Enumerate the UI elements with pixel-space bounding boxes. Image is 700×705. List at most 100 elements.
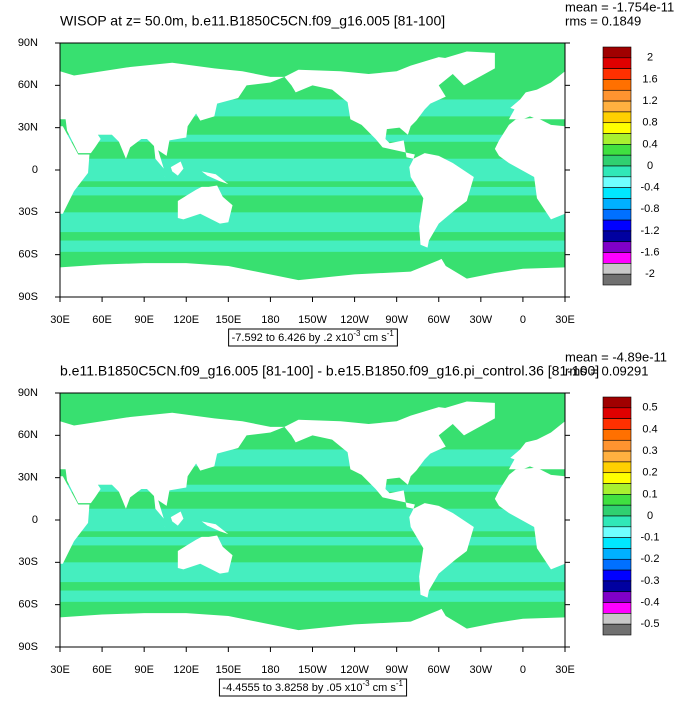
lat-label: 60S [18, 249, 38, 261]
colorbar-box [602, 89, 632, 102]
info-box: -4.4555 to 3.8258 by .05 x10-3 cm s-1 [218, 678, 408, 697]
lon-label: 60W [427, 664, 450, 676]
lon-label: 0 [520, 314, 526, 326]
lat-label: 90N [18, 37, 38, 49]
ocean-band [60, 508, 565, 532]
lon-label: 180 [261, 314, 279, 326]
lon-label: 120E [173, 664, 199, 676]
lon-label: 60W [427, 314, 450, 326]
land [60, 258, 565, 297]
colorbar-box [602, 558, 632, 571]
map [60, 393, 565, 647]
colorbar-box [602, 439, 632, 452]
land [177, 185, 233, 224]
land [60, 476, 90, 564]
colorbar-box [602, 252, 632, 264]
colorbar-box [602, 450, 632, 463]
ocean-band [60, 212, 565, 233]
colorbar-label: 0.3 [642, 445, 657, 457]
info-range: -4.4555 to 3.8258 by .05 x10 [222, 682, 362, 694]
colorbar-box [602, 273, 632, 286]
colorbar-box [602, 504, 632, 517]
colorbar-box [602, 407, 632, 419]
colorbar-box [602, 198, 632, 210]
colorbar-box [602, 187, 632, 199]
lon-label: 120W [340, 314, 369, 326]
colorbar-box [602, 111, 632, 124]
colorbar-box [602, 263, 632, 275]
colorbar-label: 1.6 [642, 73, 657, 85]
info-frame [218, 678, 408, 697]
lat-label: 60S [18, 599, 38, 611]
land [508, 421, 565, 470]
lat-label: 60N [18, 79, 38, 91]
land [201, 521, 229, 535]
land [284, 407, 460, 509]
panel-title: WISOP at z= 50.0m, b.e11.B1850C5CN.f09_g… [60, 13, 445, 29]
colorbar-label: -0.4 [641, 596, 660, 608]
colorbar-label: 0.4 [642, 138, 657, 150]
ocean-band [60, 186, 565, 196]
colorbar-label: 0.2 [642, 467, 657, 479]
lon-label: 30E [50, 314, 70, 326]
ocean-band [60, 134, 565, 142]
info-range: -7.592 to 6.426 by .2 x10 [232, 332, 354, 344]
lon-label: 30E [555, 664, 575, 676]
colorbar-box [602, 79, 632, 91]
colorbar-box [602, 154, 632, 167]
lon-label: 90W [385, 664, 408, 676]
colorbar-box [602, 569, 632, 582]
lon-label: 120W [340, 664, 369, 676]
land [60, 608, 565, 647]
lon-label: 150E [215, 664, 241, 676]
info-unit: cm s [370, 682, 397, 694]
colorbar-box [602, 515, 632, 528]
colorbar-box [602, 219, 632, 232]
colorbar-box [602, 68, 632, 80]
lon-label: 30E [50, 664, 70, 676]
lon-label: 0 [520, 664, 526, 676]
land [409, 503, 474, 598]
lat-label: 30S [18, 556, 38, 568]
land [438, 51, 495, 86]
ocean-band [60, 536, 565, 546]
map [60, 43, 565, 297]
land [284, 57, 460, 159]
info-text: -4.4555 to 3.8258 by .05 x10-3 cm s-1 [222, 679, 403, 694]
land [60, 62, 285, 169]
info-exp: -3 [353, 329, 361, 338]
info-unit: cm s [360, 332, 387, 344]
lat-label: 0 [32, 164, 38, 176]
lon-label: 60E [92, 664, 112, 676]
land [201, 171, 229, 185]
lon-label: 150E [215, 314, 241, 326]
lat-label: 60N [18, 429, 38, 441]
info-box: -7.592 to 6.426 by .2 x10-3 cm s-1 [228, 328, 398, 347]
ocean-band [60, 158, 565, 182]
colorbar-box [602, 57, 632, 69]
lon-label: 30W [470, 664, 493, 676]
lon-label: 30W [470, 314, 493, 326]
ocean-band [60, 484, 565, 492]
info-exp: -3 [362, 679, 370, 688]
colorbar-label: -2 [645, 268, 655, 280]
colorbar-label: 0.4 [642, 423, 657, 435]
info-unit-exp: -1 [387, 329, 395, 338]
colorbar-box [602, 623, 632, 636]
colorbar-box [602, 241, 632, 253]
colorbar-box [602, 461, 632, 474]
colorbar-box [602, 613, 632, 625]
colorbar-label: -0.3 [641, 575, 660, 587]
colorbar-box [602, 537, 632, 549]
colorbar-label: 1.2 [642, 95, 657, 107]
ocean-band [60, 240, 565, 252]
lat-label: 30N [18, 472, 38, 484]
land [170, 161, 184, 176]
colorbar-box [602, 176, 632, 188]
stat-text: mean = -4.89e-11 [565, 349, 667, 364]
lon-label: 120E [173, 314, 199, 326]
colorbar-box [602, 230, 632, 243]
colorbar-label: -0.5 [641, 618, 660, 630]
colorbar-label: -0.8 [641, 203, 660, 215]
